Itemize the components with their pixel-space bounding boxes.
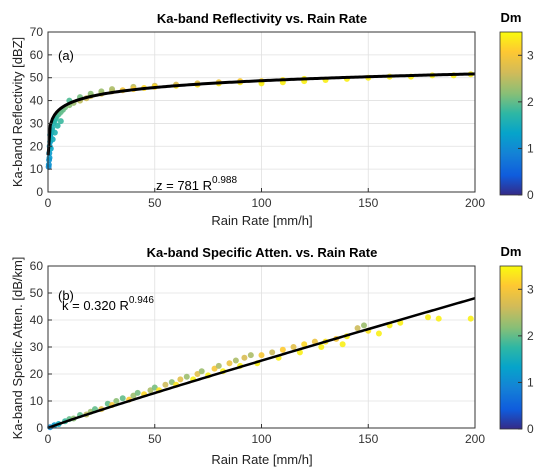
scatter-point	[130, 392, 137, 399]
panel-b-fit-equation: k = 0.320 R0.946	[62, 295, 154, 313]
colorbar-b-ticks: 0 1 2 3	[518, 282, 534, 436]
panel-a-ticks: 0 50 100 150 200 0 10 20 30 40 50 60 70	[30, 25, 486, 210]
ytick-label: 30	[30, 116, 44, 130]
colorbar-tick-label: 3	[527, 282, 534, 296]
ytick-label: 60	[30, 48, 44, 62]
xtick-label: 0	[45, 432, 52, 446]
xtick-label: 100	[251, 432, 271, 446]
xtick-label: 0	[45, 196, 52, 210]
scatter-point	[113, 398, 120, 404]
ytick-label: 10	[30, 394, 44, 408]
scatter-point	[339, 341, 346, 348]
scatter-point	[360, 322, 367, 329]
scatter-point	[241, 354, 248, 361]
ytick-label: 0	[36, 421, 43, 435]
panel-b-xlabel: Rain Rate [mm/h]	[211, 452, 312, 467]
colorbar-tick-label: 0	[527, 188, 534, 202]
scatter-point	[215, 362, 222, 369]
scatter-point	[49, 136, 56, 143]
scatter-point	[194, 371, 201, 377]
scatter-point	[269, 349, 276, 356]
xtick-label: 200	[465, 196, 485, 210]
panel-a-label: (a)	[58, 48, 74, 63]
scatter-point	[54, 122, 61, 129]
scatter-point	[134, 389, 141, 396]
ytick-label: 10	[30, 162, 44, 176]
scatter-point	[279, 346, 286, 353]
panel-a: Ka-band Reflectivity vs. Rain Rate 0 50 10…	[10, 11, 485, 228]
scatter-point	[290, 344, 297, 350]
scatter-point	[57, 118, 64, 125]
scatter-point	[119, 395, 126, 402]
scatter-point	[211, 365, 218, 372]
scatter-point	[226, 360, 233, 367]
panel-a-points	[45, 71, 474, 170]
scatter-point	[435, 315, 442, 322]
scatter-point	[168, 379, 175, 386]
scatter-point	[258, 352, 265, 359]
ytick-label: 0	[36, 185, 43, 199]
scatter-point	[151, 384, 158, 391]
colorbar-tick-label: 2	[527, 329, 534, 343]
ytick-label: 50	[30, 286, 44, 300]
panel-a-fit-curve	[46, 72, 476, 156]
colorbar-tick-label: 1	[527, 375, 534, 389]
colorbar-a-title: Dm	[501, 10, 522, 25]
scatter-point	[318, 344, 325, 350]
xtick-label: 200	[465, 432, 485, 446]
xtick-label: 100	[251, 196, 271, 210]
scatter-point	[467, 315, 474, 322]
scatter-point	[301, 341, 308, 348]
ytick-label: 20	[30, 139, 44, 153]
scatter-point	[198, 368, 205, 375]
colorbar-a: Dm 0 1 2 3	[499, 10, 534, 202]
scatter-point	[232, 357, 239, 364]
colorbar-tick-label: 1	[527, 141, 534, 155]
scatter-point	[425, 314, 432, 321]
xtick-label: 50	[148, 196, 162, 210]
scatter-point	[147, 387, 154, 394]
colorbar-tick-label: 0	[527, 422, 534, 436]
colorbar-b: Dm 0 1 2 3	[499, 244, 534, 436]
panel-b-points	[47, 314, 474, 431]
scatter-point	[162, 381, 169, 388]
ytick-label: 40	[30, 313, 44, 327]
ytick-label: 40	[30, 94, 44, 108]
panel-a-title: Ka-band Reflectivity vs. Rain Rate	[157, 11, 367, 26]
panel-b-title: Ka-band Specific Atten. vs. Rain Rate	[147, 245, 378, 260]
ytick-label: 70	[30, 25, 44, 39]
xtick-label: 150	[358, 432, 378, 446]
ytick-label: 20	[30, 367, 44, 381]
colorbar-b-title: Dm	[501, 244, 522, 259]
panel-b-fit-curve	[47, 296, 476, 430]
panel-a-ylabel: Ka-band Reflectivity [dBZ]	[10, 37, 25, 187]
ytick-label: 60	[30, 259, 44, 273]
panel-a-fit-equation: z = 781 R0.988	[156, 175, 237, 193]
ytick-label: 50	[30, 71, 44, 85]
xtick-label: 50	[148, 432, 162, 446]
xtick-label: 150	[358, 196, 378, 210]
scatter-point	[354, 325, 361, 332]
panel-a-grid	[47, 31, 476, 193]
panel-a-xlabel: Rain Rate [mm/h]	[211, 213, 312, 228]
scatter-point	[177, 376, 184, 383]
colorbar-tick-label: 2	[527, 95, 534, 109]
panel-b-ylabel: Ka-band Specific Atten. [dB/km]	[10, 257, 25, 440]
colorbar-b-bar	[499, 265, 523, 430]
scatter-point	[375, 330, 382, 337]
scatter-point	[45, 161, 52, 168]
scatter-point	[183, 373, 190, 380]
colorbar-a-bar	[499, 31, 523, 196]
colorbar-a-ticks: 0 1 2 3	[518, 48, 534, 202]
panel-b-label: (b)	[58, 288, 74, 303]
panel-b: Ka-band Specific Atten. vs. Rain Rate 0 5…	[10, 245, 485, 467]
scatter-point	[109, 86, 116, 93]
scatter-point	[46, 154, 53, 161]
panel-b-ticks: 0 50 100 150 200 0 10 20 30 40 50 60	[30, 259, 486, 446]
scatter-point	[247, 352, 254, 359]
colorbar-tick-label: 3	[527, 48, 534, 62]
ytick-label: 30	[30, 340, 44, 354]
scatter-point	[51, 129, 58, 136]
